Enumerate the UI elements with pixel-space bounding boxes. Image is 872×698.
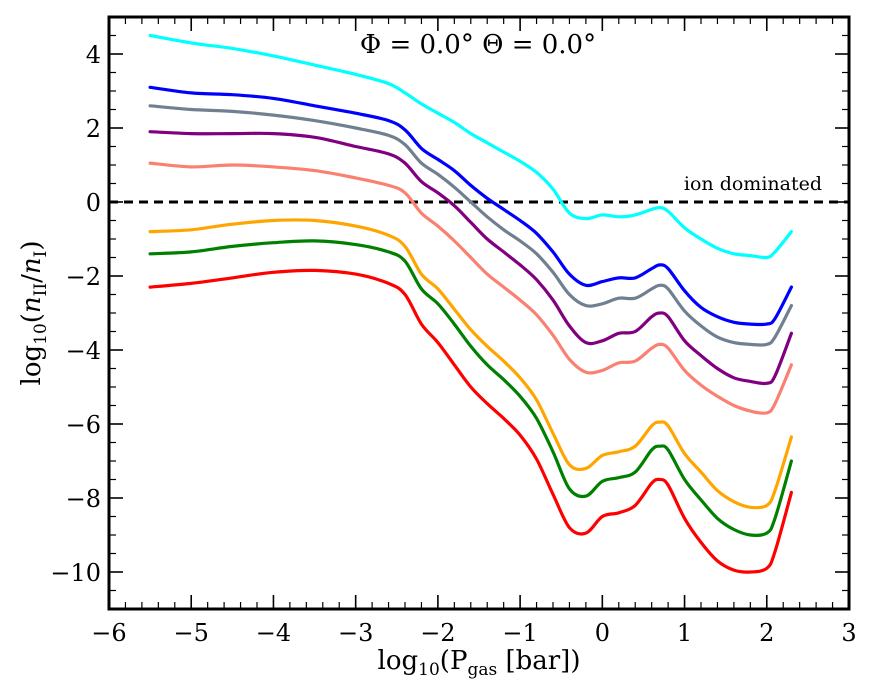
y-axis-title: log10(nII/nI) bbox=[17, 241, 51, 386]
series-line-blue bbox=[148, 85, 793, 327]
y-tick-label: −4 bbox=[66, 337, 101, 365]
y-tick-label: 4 bbox=[86, 41, 101, 69]
x-axis-title-unit: [bar]) bbox=[497, 646, 580, 676]
y-axis-title-sub-i: I bbox=[31, 251, 51, 258]
series-line-purple bbox=[148, 130, 793, 386]
y-axis-title-sub-ii: II bbox=[31, 283, 51, 296]
y-tick-label: 2 bbox=[86, 115, 101, 143]
series-line-salmon bbox=[148, 161, 793, 415]
x-tick-label: −3 bbox=[338, 619, 373, 647]
ion-dominated-label: ion dominated bbox=[684, 173, 822, 195]
x-tick-label: −5 bbox=[174, 619, 209, 647]
x-tick-label: −1 bbox=[502, 619, 537, 647]
series-line-green bbox=[148, 239, 793, 538]
x-tick-label: 2 bbox=[759, 619, 774, 647]
x-axis-title-sub-gas: gas bbox=[467, 660, 497, 680]
x-tick-label: −2 bbox=[420, 619, 455, 647]
y-axis-title-sub-10: 10 bbox=[31, 323, 51, 345]
x-tick-label: −6 bbox=[91, 619, 126, 647]
x-tick-label: 1 bbox=[677, 619, 692, 647]
x-tick-label: −4 bbox=[256, 619, 291, 647]
series-line-orange bbox=[148, 218, 793, 510]
x-axis-title-p: (P bbox=[440, 646, 468, 676]
x-axis-title-sub-10: 10 bbox=[418, 660, 440, 680]
x-tick-label: 0 bbox=[595, 619, 610, 647]
plot-area bbox=[109, 33, 849, 574]
series-line-cyan bbox=[148, 33, 793, 260]
y-axis-title-log: log bbox=[17, 345, 47, 386]
y-axis-title-n-numerator: n bbox=[17, 296, 47, 313]
x-axis-title: log10(Pgas [bar]) bbox=[378, 646, 581, 680]
x-tick-label: 3 bbox=[841, 619, 856, 647]
chart-title: Φ = 0.0° Θ = 0.0° bbox=[360, 30, 596, 60]
series-line-red bbox=[148, 268, 793, 574]
plot-frame bbox=[107, 15, 851, 611]
x-axis-title-log: log bbox=[378, 646, 419, 676]
y-tick-label: −8 bbox=[66, 485, 101, 513]
y-tick-label: −2 bbox=[66, 263, 101, 291]
y-axis-title-n-denominator: n bbox=[17, 257, 47, 274]
y-tick-label: 0 bbox=[86, 189, 101, 217]
y-axis-title-slash: / bbox=[17, 274, 47, 283]
y-tick-label: −6 bbox=[66, 411, 101, 439]
y-axis-title-close: ) bbox=[17, 241, 47, 251]
series-lines bbox=[148, 33, 793, 574]
y-axis-title-open: ( bbox=[17, 313, 47, 323]
y-tick-label: −10 bbox=[50, 559, 101, 587]
series-line-slategray bbox=[148, 104, 793, 347]
